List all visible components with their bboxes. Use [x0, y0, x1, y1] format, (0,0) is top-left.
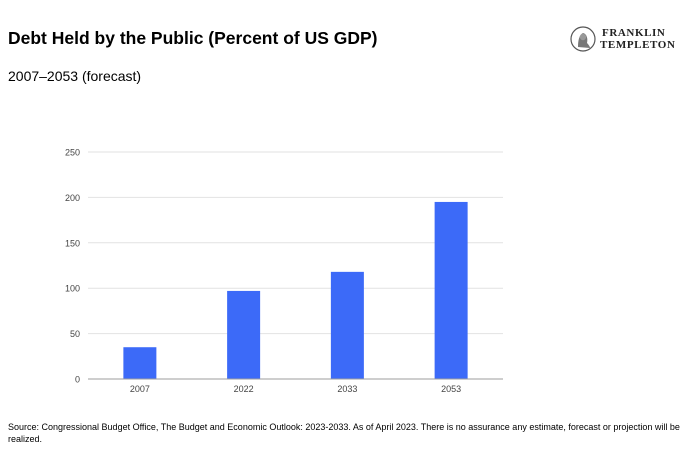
bar-2053 [434, 201, 468, 379]
y-tick-label: 150 [65, 238, 80, 248]
logo-text-line1: FRANKLIN [602, 27, 666, 39]
bars [123, 201, 468, 379]
bar-2007 [123, 347, 157, 379]
x-tick-label: 2022 [234, 384, 254, 394]
x-tick-label: 2007 [130, 384, 150, 394]
chart-title: Debt Held by the Public (Percent of US G… [8, 28, 378, 48]
y-tick-label: 50 [70, 329, 80, 339]
gridlines [88, 151, 503, 335]
x-tick-label: 2033 [337, 384, 357, 394]
bar-2033 [330, 271, 364, 379]
chart-subtitle: 2007–2053 (forecast) [8, 68, 142, 84]
source-note: Source: Congressional Budget Office, The… [8, 422, 680, 444]
x-tick-label: 2053 [441, 384, 461, 394]
axes: 0 50 100 150 200 250 2007 2022 2033 2053 [65, 148, 503, 394]
logo-text-line2: TEMPLETON [600, 39, 676, 51]
bar-2022 [227, 290, 261, 379]
y-tick-label: 0 [75, 375, 80, 385]
y-tick-label: 100 [65, 284, 80, 294]
y-tick-label: 250 [65, 148, 80, 158]
y-tick-label: 200 [65, 193, 80, 203]
franklin-portrait-icon [570, 26, 596, 52]
franklin-templeton-logo: FRANKLIN TEMPLETON [570, 26, 682, 52]
